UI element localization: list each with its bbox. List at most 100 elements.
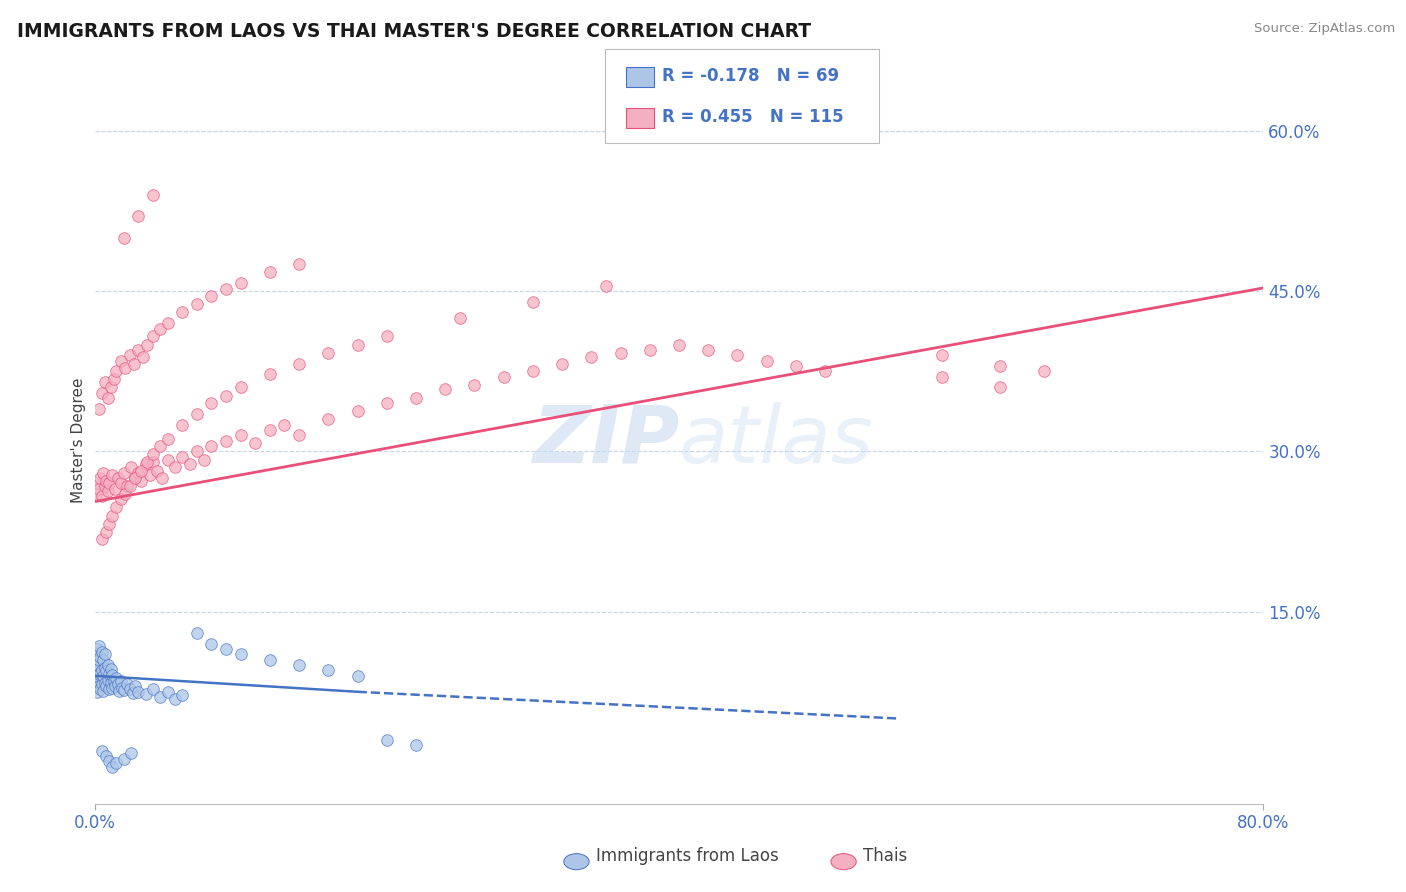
Point (101, 667, 124, 681)
Point (96, 524, 118, 539)
Text: Source: ZipAtlas.com: Source: ZipAtlas.com (1254, 22, 1395, 36)
Point (142, 681, 165, 696)
Point (132, 351, 155, 365)
Point (127, 343, 149, 357)
Point (156, 316, 179, 330)
Point (609, 346, 631, 360)
Point (98, 681, 121, 696)
Point (755, 353, 778, 368)
Text: R = 0.455   N = 115: R = 0.455 N = 115 (662, 108, 844, 126)
Point (522, 364, 544, 378)
Point (142, 329, 165, 343)
Y-axis label: Master's Degree: Master's Degree (72, 378, 86, 503)
Point (96, 748, 118, 763)
Point (94, 676, 117, 690)
Point (84, 487, 107, 501)
Point (149, 321, 172, 335)
Point (200, 439, 222, 453)
Text: IMMIGRANTS FROM LAOS VS THAI MASTER'S DEGREE CORRELATION CHART: IMMIGRANTS FROM LAOS VS THAI MASTER'S DE… (17, 22, 811, 41)
Point (86, 685, 108, 699)
Point (103, 372, 125, 386)
Point (288, 257, 311, 271)
Point (142, 455, 165, 469)
Point (172, 305, 194, 319)
Point (124, 680, 146, 694)
Point (142, 446, 165, 460)
Point (104, 482, 127, 496)
Point (110, 492, 132, 507)
Point (127, 685, 149, 699)
Point (100, 676, 122, 690)
Point (405, 738, 427, 752)
Point (200, 289, 222, 303)
Point (146, 464, 169, 478)
Point (90, 645, 112, 659)
Point (110, 353, 132, 368)
Point (121, 686, 143, 700)
Text: ZIP: ZIP (531, 401, 679, 480)
Point (346, 669, 368, 683)
Point (97, 658, 120, 673)
Point (90, 664, 112, 678)
Point (115, 478, 138, 492)
Point (273, 417, 295, 432)
Point (522, 294, 544, 309)
Point (104, 680, 127, 694)
Point (112, 682, 135, 697)
Point (87, 482, 110, 496)
Point (87, 653, 110, 667)
Point (124, 471, 146, 485)
Point (101, 681, 124, 695)
Point (84, 664, 107, 678)
Point (96, 475, 118, 489)
Point (668, 337, 690, 351)
Text: Thais: Thais (863, 847, 907, 865)
Point (94, 375, 117, 389)
Point (127, 210, 149, 224)
Point (149, 439, 172, 453)
Text: Immigrants from Laos: Immigrants from Laos (596, 847, 779, 865)
Point (105, 671, 128, 685)
Point (814, 364, 837, 378)
Point (97, 673, 120, 687)
Point (115, 677, 138, 691)
Point (215, 642, 238, 657)
Point (89, 681, 111, 696)
Point (135, 687, 157, 701)
Point (90, 385, 112, 400)
Point (163, 692, 186, 706)
Point (118, 348, 141, 362)
Point (86, 476, 108, 491)
Text: atlas: atlas (679, 401, 873, 480)
Point (114, 487, 136, 501)
Point (105, 756, 128, 771)
Point (120, 746, 142, 760)
Point (84, 674, 107, 689)
Point (112, 230, 135, 244)
Point (405, 391, 427, 405)
Point (89, 471, 111, 485)
Point (449, 310, 471, 325)
Point (98, 476, 121, 491)
Point (101, 467, 124, 482)
Point (97, 391, 120, 405)
Point (87, 401, 110, 416)
Point (179, 457, 201, 471)
Point (186, 407, 208, 421)
Point (86, 658, 108, 673)
Point (98, 517, 121, 532)
Point (111, 681, 134, 695)
Point (156, 453, 179, 467)
Point (163, 460, 186, 475)
Point (86, 642, 108, 657)
Point (172, 450, 194, 464)
Point (245, 435, 267, 450)
Point (1033, 364, 1056, 378)
Point (725, 348, 748, 362)
Point (124, 471, 146, 485)
Point (346, 337, 368, 351)
Point (229, 276, 252, 290)
Point (87, 680, 110, 694)
Point (931, 348, 953, 362)
Point (97, 483, 120, 498)
